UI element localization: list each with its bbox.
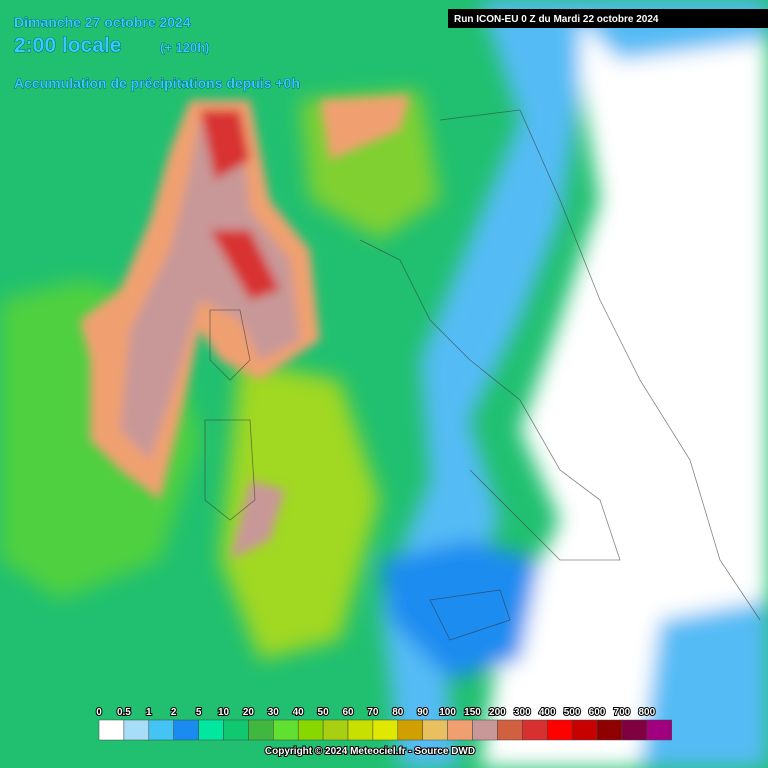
legend-swatch <box>447 719 473 741</box>
legend-swatch <box>472 719 498 741</box>
heavy-precip <box>80 95 410 560</box>
legend-swatch <box>372 719 399 741</box>
legend-swatch <box>273 719 299 741</box>
legend-label: 0.5 <box>117 707 131 718</box>
legend-label: 500 <box>564 707 581 718</box>
legend-label: 0 <box>96 707 102 718</box>
legend-label: 10 <box>218 707 230 718</box>
legend-label: 200 <box>489 707 506 718</box>
legend-label: 400 <box>539 707 556 718</box>
offset: (+ 120h) <box>160 40 210 55</box>
legend-swatch <box>522 719 548 741</box>
legend-label: 600 <box>589 707 606 718</box>
legend-swatch <box>198 719 224 741</box>
legend-label: 300 <box>514 707 531 718</box>
legend-swatch <box>497 719 523 741</box>
date-title: Dimanche 27 octobre 2024 <box>14 14 191 30</box>
legend-swatch <box>621 719 648 741</box>
legend-label: 1 <box>146 707 152 718</box>
legend-label: 80 <box>392 707 404 718</box>
legend-label: 150 <box>464 707 481 718</box>
run-info: Run ICON-EU 0 Z du Mardi 22 octobre 2024 <box>454 14 659 25</box>
legend-swatch <box>223 719 249 741</box>
legend-label: 70 <box>367 707 379 718</box>
time-title: 2:00 locale <box>14 34 121 57</box>
legend-label: 90 <box>417 707 429 718</box>
run-bar <box>448 9 768 28</box>
legend-label: 40 <box>293 707 305 718</box>
legend-swatch <box>571 719 598 741</box>
legend-label: 100 <box>439 707 456 718</box>
legend-swatch <box>98 719 125 741</box>
legend-label: 2 <box>171 707 177 718</box>
legend-label: 5 <box>196 707 202 718</box>
legend-label: 30 <box>268 707 280 718</box>
legend-label: 700 <box>614 707 631 718</box>
legend-label: 20 <box>243 707 255 718</box>
coastlines <box>204 109 761 641</box>
subtitle: Accumulation de précipitations depuis +0… <box>14 75 300 91</box>
legend-swatch <box>422 719 448 741</box>
legend-swatch <box>397 719 423 741</box>
copyright: Copyright © 2024 Meteociel.fr - Source D… <box>265 746 475 757</box>
legend-label: 60 <box>342 707 354 718</box>
legend-swatch <box>596 719 623 741</box>
legend-swatch <box>646 719 672 741</box>
legend-label: 800 <box>638 707 655 718</box>
legend-swatch <box>173 719 199 741</box>
legend-label: 50 <box>318 707 330 718</box>
legend-swatch <box>148 719 174 741</box>
legend-swatch <box>123 719 150 741</box>
legend-swatch <box>248 719 274 741</box>
legend-swatch <box>322 719 349 741</box>
legend-swatch <box>546 719 573 741</box>
legend-swatch <box>347 719 374 741</box>
legend-swatch <box>297 719 324 741</box>
legend: 0 0.5 1 2 5 10 20 30 40 50 60 70 80 90 100 150 200 300 400… <box>95 706 672 741</box>
